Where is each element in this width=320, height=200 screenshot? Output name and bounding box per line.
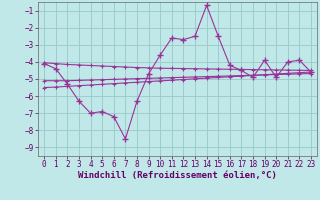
X-axis label: Windchill (Refroidissement éolien,°C): Windchill (Refroidissement éolien,°C) (78, 171, 277, 180)
